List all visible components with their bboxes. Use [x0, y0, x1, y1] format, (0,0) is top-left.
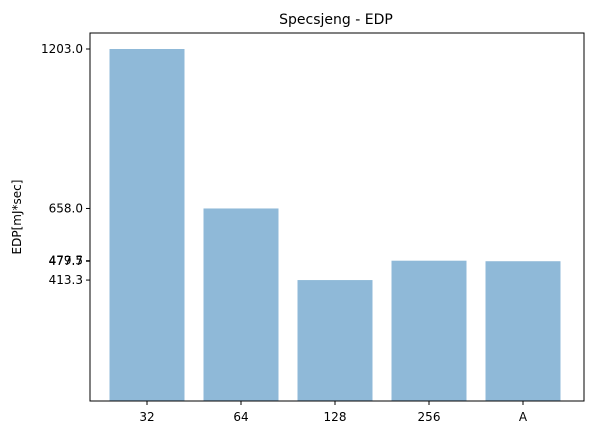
x-axis-ticks: 32 64 128 256 A: [139, 401, 528, 424]
y-tick-label: 658.0: [49, 201, 83, 215]
bars-group: [109, 49, 561, 401]
x-tick-label: 128: [324, 410, 347, 424]
y-tick-label: 1203.0: [41, 42, 83, 56]
x-tick-label: 64: [233, 410, 248, 424]
plot-frame: [89, 32, 585, 402]
x-tick-label: 32: [139, 410, 154, 424]
y-tick-label: 479.5: [49, 254, 83, 268]
y-axis-label: EDP[mJ*sec]: [10, 180, 24, 255]
x-tick-label: A: [519, 410, 528, 424]
y-tick-label: 477.7: [49, 254, 83, 268]
chart-title: Specsjeng - EDP: [279, 12, 393, 28]
x-tick-label: 256: [418, 410, 441, 424]
bar-32: [109, 49, 185, 401]
y-tick-label: 413.3: [49, 273, 83, 287]
bar-A: [485, 261, 561, 401]
bar-64: [203, 208, 279, 401]
bar-128: [297, 280, 373, 401]
bar-256: [391, 260, 467, 401]
